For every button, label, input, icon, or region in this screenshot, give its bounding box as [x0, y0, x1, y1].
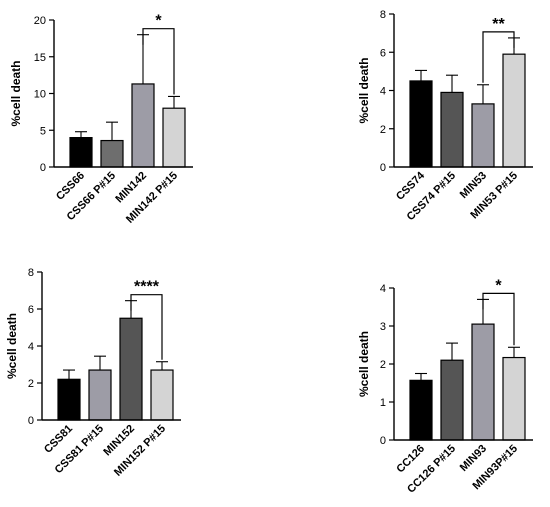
- y-axis-title: %cell death: [5, 313, 19, 379]
- y-axis-title: %cell death: [357, 57, 371, 123]
- bar: [409, 80, 433, 168]
- y-tick-label: 4: [380, 283, 386, 295]
- y-tick-label: 0: [28, 415, 34, 427]
- y-tick-label: 8: [28, 267, 34, 279]
- bar: [88, 369, 112, 421]
- y-tick-label: 4: [380, 86, 386, 98]
- y-tick-label: 5: [40, 125, 46, 137]
- significance-label: **: [492, 16, 505, 33]
- y-tick-label: 8: [380, 9, 386, 21]
- bar: [471, 103, 495, 168]
- y-tick-label: 2: [380, 124, 386, 136]
- y-tick-label: 0: [380, 435, 386, 447]
- significance-label: *: [495, 277, 502, 294]
- y-tick-label: 3: [380, 321, 386, 333]
- bar: [162, 107, 186, 168]
- y-tick-label: 6: [380, 47, 386, 59]
- y-tick-label: 15: [34, 52, 46, 64]
- significance-bracket: [142, 28, 175, 95]
- bar: [57, 378, 81, 421]
- y-tick-label: 0: [40, 162, 46, 174]
- y-tick-label: 2: [28, 378, 34, 390]
- significance-label: *: [155, 13, 162, 30]
- significance-bracket: [130, 294, 163, 360]
- bar: [150, 369, 174, 421]
- bar: [409, 379, 433, 441]
- y-tick-label: 20: [34, 15, 46, 27]
- y-tick-label: 1: [380, 397, 386, 409]
- bar: [69, 137, 93, 168]
- y-axis-title: %cell death: [357, 331, 371, 397]
- significance-bracket: [482, 292, 515, 346]
- bar: [440, 359, 464, 441]
- bar: [100, 139, 124, 168]
- y-tick-label: 2: [380, 359, 386, 371]
- significance-bracket: [482, 31, 515, 83]
- y-tick-label: 0: [380, 162, 386, 174]
- y-axis-title: %cell death: [9, 60, 23, 126]
- bar: [471, 323, 495, 441]
- bar: [440, 91, 464, 168]
- bar: [119, 317, 143, 421]
- significance-label: ****: [134, 279, 160, 296]
- y-tick-label: 10: [34, 89, 46, 101]
- y-tick-label: 4: [28, 341, 34, 353]
- bar: [502, 356, 526, 441]
- y-tick-label: 6: [28, 304, 34, 316]
- bar: [131, 83, 155, 168]
- bar: [502, 53, 526, 168]
